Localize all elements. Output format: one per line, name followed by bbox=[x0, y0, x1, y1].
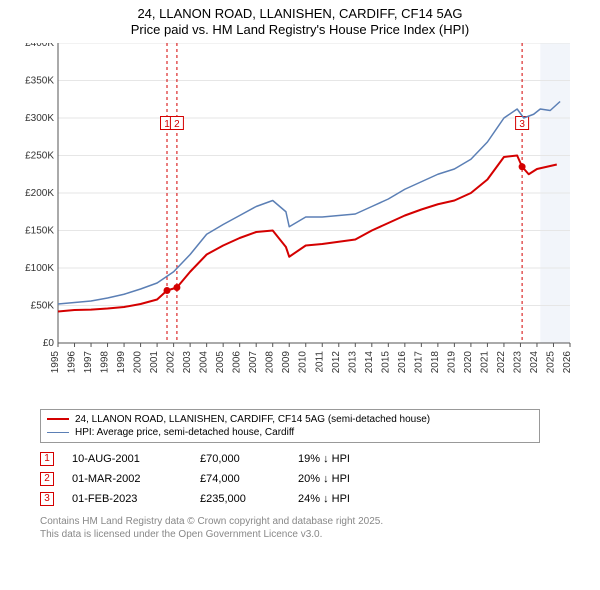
event-marker: 1 bbox=[40, 452, 54, 466]
event-list: 1 10-AUG-2001 £70,000 19% ↓ HPI 2 01-MAR… bbox=[40, 449, 580, 509]
svg-text:2016: 2016 bbox=[397, 350, 408, 373]
svg-text:2021: 2021 bbox=[479, 350, 490, 373]
svg-text:2002: 2002 bbox=[166, 350, 177, 373]
title-line-1: 24, LLANON ROAD, LLANISHEN, CARDIFF, CF1… bbox=[0, 6, 600, 22]
legend-item-price-paid: 24, LLANON ROAD, LLANISHEN, CARDIFF, CF1… bbox=[47, 413, 533, 426]
svg-text:2023: 2023 bbox=[512, 350, 523, 373]
title-line-2: Price paid vs. HM Land Registry's House … bbox=[0, 22, 600, 38]
svg-text:2001: 2001 bbox=[149, 350, 160, 373]
svg-text:2000: 2000 bbox=[133, 350, 144, 373]
svg-text:2009: 2009 bbox=[281, 350, 292, 373]
event-row: 2 01-MAR-2002 £74,000 20% ↓ HPI bbox=[40, 469, 580, 489]
svg-text:2013: 2013 bbox=[347, 350, 358, 373]
svg-text:2004: 2004 bbox=[199, 350, 210, 373]
chart-title: 24, LLANON ROAD, LLANISHEN, CARDIFF, CF1… bbox=[0, 0, 600, 39]
svg-text:£350K: £350K bbox=[25, 75, 54, 86]
svg-text:£50K: £50K bbox=[31, 300, 55, 311]
svg-text:2020: 2020 bbox=[463, 350, 474, 373]
svg-text:2008: 2008 bbox=[265, 350, 276, 373]
svg-text:2026: 2026 bbox=[562, 350, 573, 373]
legend-item-hpi: HPI: Average price, semi-detached house,… bbox=[47, 426, 533, 439]
event-diff: 19% ↓ HPI bbox=[298, 453, 398, 465]
svg-text:2014: 2014 bbox=[364, 350, 375, 373]
event-diff: 20% ↓ HPI bbox=[298, 473, 398, 485]
svg-text:£150K: £150K bbox=[25, 225, 54, 236]
svg-text:1996: 1996 bbox=[67, 350, 78, 373]
svg-text:2015: 2015 bbox=[380, 350, 391, 373]
svg-text:1998: 1998 bbox=[100, 350, 111, 373]
svg-text:2005: 2005 bbox=[215, 350, 226, 373]
svg-text:2011: 2011 bbox=[314, 350, 325, 372]
svg-text:2025: 2025 bbox=[545, 350, 556, 373]
event-number: 1 bbox=[44, 453, 50, 464]
event-date: 10-AUG-2001 bbox=[72, 453, 182, 465]
svg-text:£0: £0 bbox=[43, 338, 55, 349]
svg-text:2: 2 bbox=[174, 119, 180, 130]
legend-swatch bbox=[47, 432, 69, 433]
event-price: £235,000 bbox=[200, 493, 280, 505]
legend-label: HPI: Average price, semi-detached house,… bbox=[75, 427, 294, 438]
chart: £0 £50K £100K £150K £200K £250K £300K £350K £400… bbox=[20, 43, 580, 403]
svg-text:2024: 2024 bbox=[529, 350, 540, 373]
event-date: 01-FEB-2023 bbox=[72, 493, 182, 505]
event-row: 3 01-FEB-2023 £235,000 24% ↓ HPI bbox=[40, 489, 580, 509]
svg-text:1995: 1995 bbox=[50, 350, 61, 373]
svg-text:2018: 2018 bbox=[430, 350, 441, 373]
event-number: 3 bbox=[44, 493, 50, 504]
svg-text:£100K: £100K bbox=[25, 263, 54, 274]
event-marker: 3 bbox=[40, 492, 54, 506]
svg-text:2010: 2010 bbox=[298, 350, 309, 373]
legend-swatch bbox=[47, 418, 69, 420]
event-price: £70,000 bbox=[200, 453, 280, 465]
legend: 24, LLANON ROAD, LLANISHEN, CARDIFF, CF1… bbox=[40, 409, 540, 443]
svg-text:£250K: £250K bbox=[25, 150, 54, 161]
footnote-line-1: Contains HM Land Registry data © Crown c… bbox=[40, 515, 580, 528]
event-number: 2 bbox=[44, 473, 50, 484]
svg-text:£400K: £400K bbox=[25, 43, 54, 49]
svg-text:2012: 2012 bbox=[331, 350, 342, 373]
event-row: 1 10-AUG-2001 £70,000 19% ↓ HPI bbox=[40, 449, 580, 469]
event-marker: 2 bbox=[40, 472, 54, 486]
svg-text:1: 1 bbox=[164, 119, 170, 130]
svg-text:£300K: £300K bbox=[25, 113, 54, 124]
svg-text:2006: 2006 bbox=[232, 350, 243, 373]
chart-svg: £0 £50K £100K £150K £200K £250K £300K £350K £400… bbox=[20, 43, 580, 403]
svg-text:2003: 2003 bbox=[182, 350, 193, 373]
event-price: £74,000 bbox=[200, 473, 280, 485]
svg-text:1999: 1999 bbox=[116, 350, 127, 373]
svg-text:£200K: £200K bbox=[25, 188, 54, 199]
footnote: Contains HM Land Registry data © Crown c… bbox=[40, 515, 580, 541]
footnote-line-2: This data is licensed under the Open Gov… bbox=[40, 528, 580, 541]
svg-text:2007: 2007 bbox=[248, 350, 259, 373]
svg-text:3: 3 bbox=[519, 119, 525, 130]
svg-text:1997: 1997 bbox=[83, 350, 94, 373]
svg-text:2019: 2019 bbox=[446, 350, 457, 373]
event-date: 01-MAR-2002 bbox=[72, 473, 182, 485]
svg-text:2022: 2022 bbox=[496, 350, 507, 373]
svg-text:2017: 2017 bbox=[413, 350, 424, 373]
legend-label: 24, LLANON ROAD, LLANISHEN, CARDIFF, CF1… bbox=[75, 414, 430, 425]
event-diff: 24% ↓ HPI bbox=[298, 493, 398, 505]
page: 24, LLANON ROAD, LLANISHEN, CARDIFF, CF1… bbox=[0, 0, 600, 590]
